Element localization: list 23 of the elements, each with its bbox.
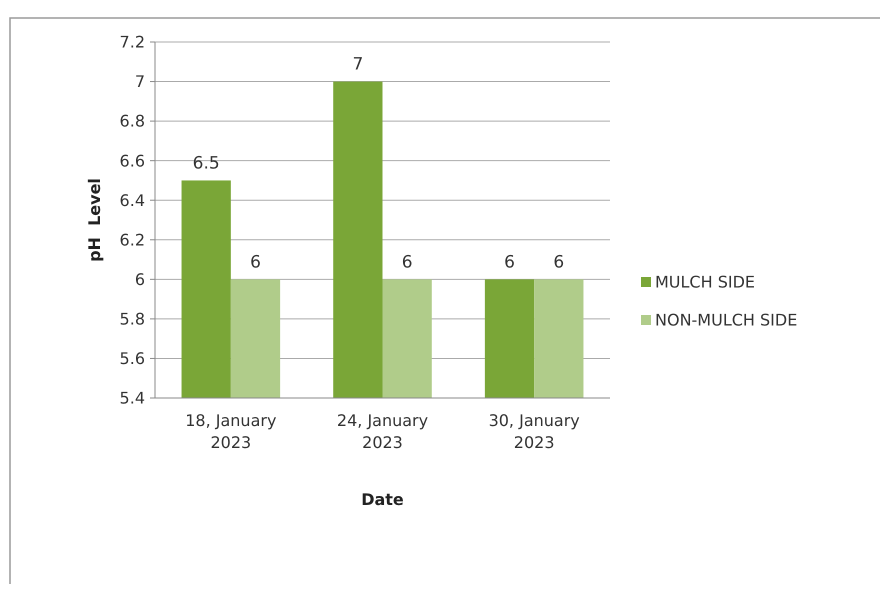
data-label: 7 <box>352 54 364 75</box>
y-tick-label: 6.6 <box>120 151 145 170</box>
data-label: 6 <box>504 252 515 272</box>
data-label: 6.5 <box>192 153 220 174</box>
y-tick-label: 6.8 <box>120 112 145 131</box>
x-tick-label: 18, January 2023 <box>185 411 276 452</box>
data-label: 6 <box>553 252 564 272</box>
y-tick-label: 7 <box>134 72 145 92</box>
y-tick-label: 6.4 <box>120 190 145 210</box>
x-tick-label: 24, January 2023 <box>336 411 428 452</box>
x-axis-title: Date <box>361 490 404 509</box>
data-label: 6 <box>250 252 261 272</box>
data-label: 6 <box>402 252 413 272</box>
legend-label: MULCH SIDE <box>655 272 756 292</box>
legend-label: NON-MULCH SIDE <box>655 310 798 330</box>
y-tick-label: 7.2 <box>120 32 145 52</box>
y-axis-title: pH Level <box>85 178 104 262</box>
y-tick-label: 5.6 <box>120 349 145 368</box>
y-tick-label: 5.8 <box>120 309 145 328</box>
y-tick-label: 5.4 <box>120 388 145 408</box>
x-tick-label: 30, January 2023 <box>488 411 580 452</box>
y-tick-label: 6 <box>134 270 145 289</box>
y-tick-label: 6.2 <box>120 230 145 250</box>
